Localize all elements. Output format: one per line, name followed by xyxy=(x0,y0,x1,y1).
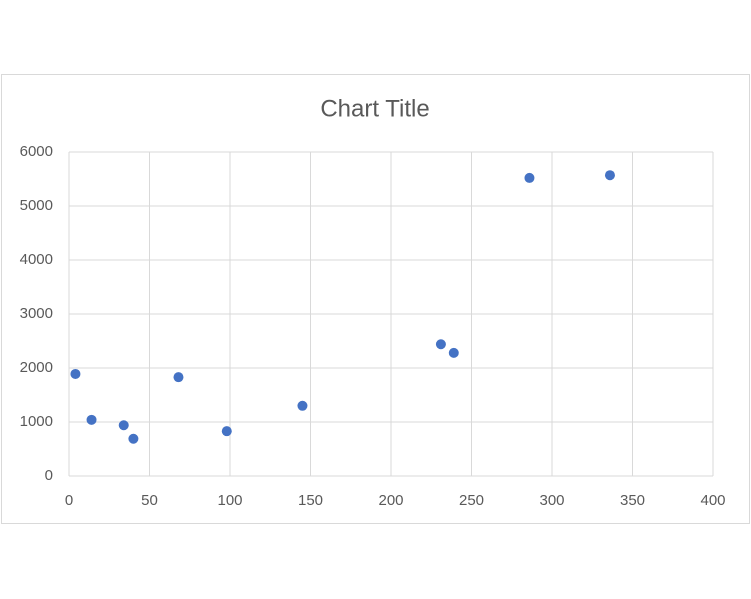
x-tick-label: 200 xyxy=(378,492,403,509)
x-tick-label: 350 xyxy=(620,492,645,509)
chart-title: Chart Title xyxy=(320,95,429,122)
x-tick-label: 0 xyxy=(65,492,73,509)
point xyxy=(435,339,446,350)
x-tick-label: 300 xyxy=(539,492,564,509)
point xyxy=(173,372,184,383)
x-tick-label: 400 xyxy=(700,492,725,509)
y-tick-label: 1000 xyxy=(20,413,53,430)
x-tick-label: 100 xyxy=(217,492,242,509)
point xyxy=(448,347,459,358)
y-tick-label: 5000 xyxy=(20,197,53,214)
x-tick-label: 50 xyxy=(141,492,158,509)
point xyxy=(86,414,97,425)
point xyxy=(128,433,139,444)
y-tick-label: 2000 xyxy=(20,359,53,376)
point xyxy=(70,368,81,379)
point xyxy=(297,400,308,411)
point xyxy=(524,172,535,183)
y-tick-label: 3000 xyxy=(20,305,53,322)
y-tick-label: 4000 xyxy=(20,251,53,268)
y-tick-label: 6000 xyxy=(20,143,53,160)
point xyxy=(221,426,232,437)
chart-frame xyxy=(1,74,750,524)
x-tick-label: 150 xyxy=(298,492,323,509)
point xyxy=(118,420,129,431)
y-tick-label: 0 xyxy=(45,467,53,484)
point xyxy=(604,170,615,181)
x-tick-label: 250 xyxy=(459,492,484,509)
